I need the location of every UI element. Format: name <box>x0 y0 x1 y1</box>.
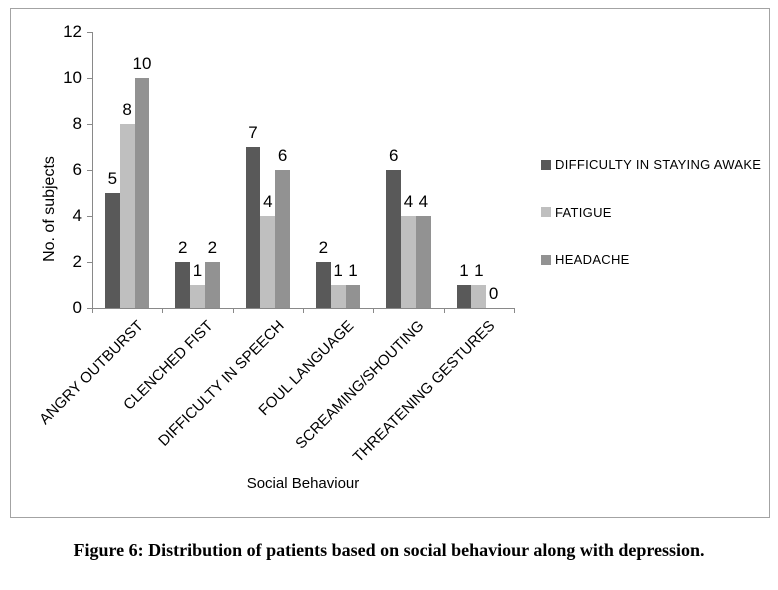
bar-value-label: 1 <box>459 261 469 280</box>
x-axis-tick <box>303 308 304 313</box>
bar-fatigue <box>260 216 276 308</box>
bar-difficulty-in-staying-awake <box>456 285 472 308</box>
bar-value-label: 7 <box>248 123 258 142</box>
bar-value-label: 8 <box>122 100 132 119</box>
y-axis-tick-label: 2 <box>72 252 82 271</box>
bar-value-label: 4 <box>418 192 429 211</box>
y-axis-tick <box>87 78 92 79</box>
bar-difficulty-in-staying-awake <box>245 147 261 308</box>
bar-value-label: 1 <box>333 261 343 280</box>
bar-value-label: 0 <box>488 284 499 303</box>
y-axis-tick-label: 4 <box>72 206 82 225</box>
y-axis-tick-label: 10 <box>63 68 82 87</box>
y-axis-tick <box>87 124 92 125</box>
y-axis-tick-label: 0 <box>72 298 82 317</box>
bar-headache <box>204 262 220 308</box>
bar-difficulty-in-staying-awake <box>315 262 331 308</box>
y-axis-tick <box>87 216 92 217</box>
bar-headache <box>134 78 150 308</box>
legend-item: HEADACHE <box>541 252 630 267</box>
bar-value-label: 5 <box>107 169 118 188</box>
y-axis-tick-label: 8 <box>72 114 82 133</box>
bar-value-label: 6 <box>388 146 399 165</box>
bar-fatigue <box>401 216 416 308</box>
bar-value-label: 2 <box>207 238 218 257</box>
y-axis-tick <box>87 308 92 309</box>
bar-difficulty-in-staying-awake <box>104 193 120 308</box>
y-axis-tick-label: 6 <box>72 160 82 179</box>
y-axis-tick <box>87 32 92 33</box>
legend-swatch-icon <box>541 159 551 170</box>
bar-fatigue <box>119 124 135 308</box>
x-axis-category-label: THREATENING GESTURES <box>349 317 499 466</box>
bar-headache <box>275 170 291 308</box>
bar-value-label: 6 <box>277 146 288 165</box>
bar-value-label: 1 <box>348 261 358 280</box>
legend-label: FATIGUE <box>555 204 612 220</box>
y-axis-tick-label: 12 <box>63 22 82 41</box>
legend-item: DIFFICULTY IN STAYING AWAKE <box>541 157 761 172</box>
bar-headache <box>345 285 361 308</box>
bar-fatigue <box>471 285 487 308</box>
legend-swatch-icon <box>541 207 551 217</box>
y-axis-line <box>92 32 93 309</box>
bar-value-label: 10 <box>132 54 152 73</box>
bar-fatigue <box>330 285 346 308</box>
bar-headache <box>415 216 431 308</box>
legend-label: DIFFICULTY IN STAYING AWAKE <box>555 157 762 172</box>
bar-value-label: 2 <box>177 238 188 257</box>
x-axis-tick <box>232 308 234 313</box>
bar-value-label: 4 <box>403 192 414 211</box>
y-axis-tick <box>87 170 92 171</box>
x-axis-tick <box>92 308 93 313</box>
y-axis-tick <box>87 262 92 263</box>
x-axis-tick <box>443 308 445 313</box>
x-axis-tick <box>514 308 515 313</box>
x-axis-tick <box>162 308 164 313</box>
bar-value-label: 2 <box>318 238 329 257</box>
legend-item: FATIGUE <box>541 205 612 220</box>
x-axis-title: Social Behaviour <box>246 475 360 492</box>
legend-label: HEADACHE <box>555 252 630 267</box>
bar-difficulty-in-staying-awake <box>386 170 402 308</box>
bar-value-label: 4 <box>263 192 273 211</box>
bar-difficulty-in-staying-awake <box>175 262 191 308</box>
chart-area: No. of subjects Social Behaviour 0 2 4 6 8 10… <box>10 8 770 518</box>
bar-fatigue <box>190 285 205 308</box>
x-axis-category-label: SCREAMING/SHOUTING <box>292 317 428 453</box>
legend-swatch-icon <box>541 254 551 265</box>
x-axis-tick <box>373 308 375 313</box>
bar-value-label: 1 <box>474 261 484 280</box>
figure-caption: Figure 6: Distribution of patients based… <box>73 540 705 560</box>
bar-value-label: 1 <box>192 261 203 280</box>
plot-area: No. of subjects Social Behaviour 0 2 4 6 8 10… <box>11 9 769 517</box>
x-axis-category-label: DIFFICULTY IN SPEECH <box>154 317 288 450</box>
